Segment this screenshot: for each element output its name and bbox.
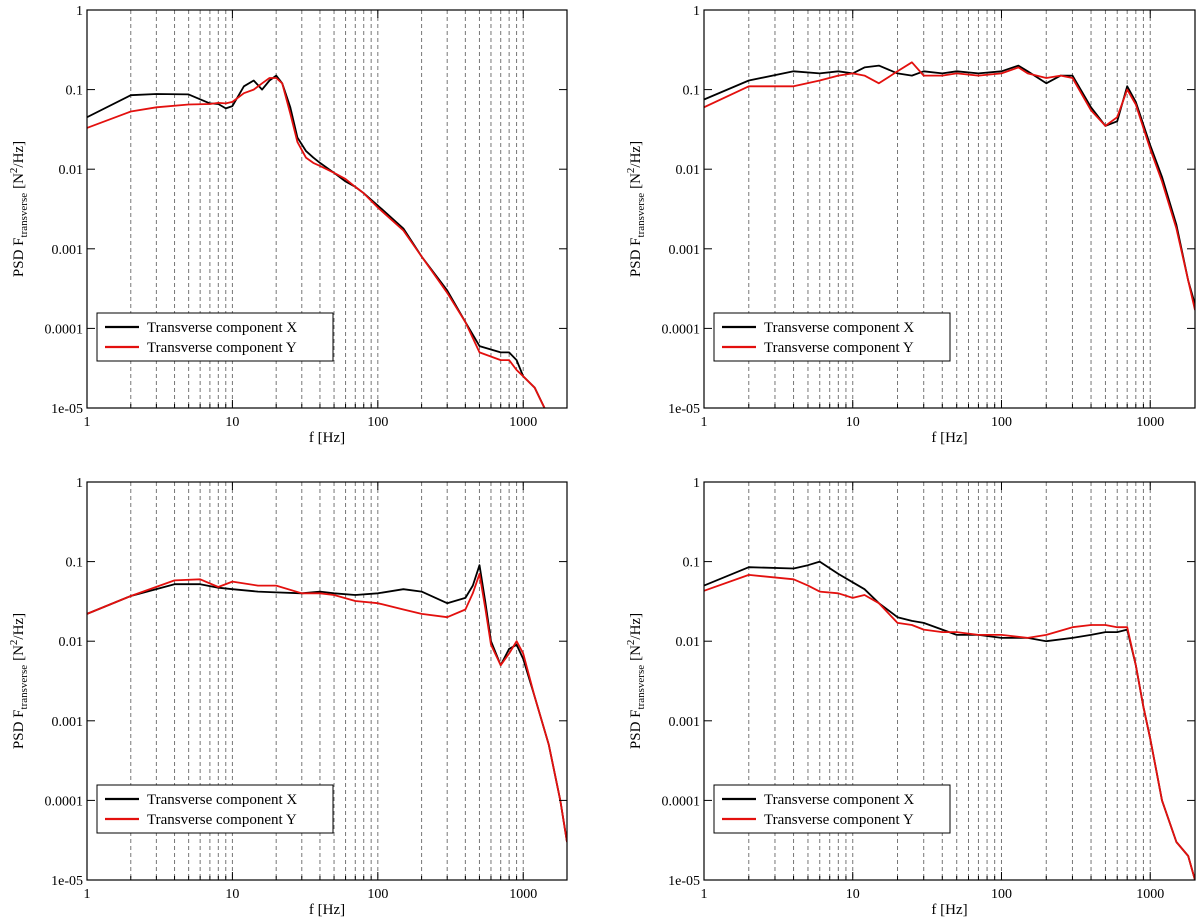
x-axis-label: f [Hz] — [309, 902, 345, 918]
y-tick-label: 1e-05 — [668, 874, 700, 889]
x-tick-label: 1 — [701, 887, 708, 902]
x-tick-label: 1000 — [509, 415, 537, 430]
y-axis-label: PSD Ftransverse[N2/Hz] — [8, 613, 30, 749]
panel-2: 1 10 100 1000 1e-05 0.0001 0.001 0.01 0.1 1 f [Hz]… — [625, 4, 1196, 446]
panel-4: 1 10 100 1000 1e-05 0.0001 0.001 0.01 0.1 1 f [Hz]… — [625, 476, 1196, 918]
legend-label-x: Transverse component X — [147, 792, 297, 808]
legend-box — [96, 784, 334, 834]
y-tick-label: 0.01 — [59, 163, 84, 178]
x-axis-label: f [Hz] — [931, 430, 967, 446]
y-tick-label: 1 — [76, 476, 83, 491]
y-axis-label: PSD Ftransverse[N2/Hz] — [625, 141, 647, 277]
x-tick-label: 100 — [367, 887, 388, 902]
legend-label-y: Transverse component Y — [147, 812, 297, 828]
plot-frame — [86, 9, 568, 409]
x-tick-label: 1 — [84, 415, 91, 430]
panel-3: 1 10 100 1000 1e-05 0.0001 0.001 0.01 0.1 1 f [Hz]… — [8, 476, 568, 918]
plot-frame — [703, 481, 1196, 881]
y-tick-label: 1 — [693, 476, 700, 491]
y-tick-label: 0.1 — [683, 84, 701, 99]
y-tick-label: 0.0001 — [45, 794, 84, 809]
y-tick-label: 0.01 — [676, 635, 701, 650]
y-tick-label: 1e-05 — [51, 402, 83, 417]
x-tick-label: 10 — [846, 887, 860, 902]
y-tick-label: 1e-05 — [668, 402, 700, 417]
series-y-line — [87, 573, 567, 843]
y-tick-label: 0.1 — [66, 84, 84, 99]
series-y-line — [704, 574, 1195, 880]
y-tick-label: 0.0001 — [45, 322, 84, 337]
x-tick-label: 100 — [991, 415, 1012, 430]
legend: Transverse component X Transverse compone… — [96, 312, 334, 362]
x-axis-label: f [Hz] — [309, 430, 345, 446]
y-tick-label: 1 — [76, 4, 83, 19]
legend-box — [96, 312, 334, 362]
panel-1: 1 10 100 1000 1e-05 0.0001 0.001 0.01 0.1 1 f [Hz]… — [8, 4, 568, 446]
y-tick-label: 1 — [693, 4, 700, 19]
legend-box — [713, 312, 951, 362]
x-tick-label: 1 — [84, 887, 91, 902]
legend-label-x: Transverse component X — [147, 320, 297, 336]
x-tick-label: 10 — [846, 415, 860, 430]
y-tick-label: 0.001 — [669, 715, 701, 730]
x-tick-label: 100 — [367, 415, 388, 430]
y-axis-label: PSD Ftransverse[N2/Hz] — [8, 141, 30, 277]
plot-frame — [703, 9, 1196, 409]
x-tick-label: 1 — [701, 415, 708, 430]
legend-label-x: Transverse component X — [764, 320, 914, 336]
y-tick-label: 0.0001 — [662, 794, 701, 809]
y-tick-label: 0.1 — [683, 556, 701, 571]
legend-label-y: Transverse component Y — [764, 812, 914, 828]
legend: Transverse component X Transverse compone… — [713, 312, 951, 362]
x-tick-label: 1000 — [1136, 415, 1164, 430]
y-tick-label: 0.01 — [59, 635, 84, 650]
y-tick-label: 0.01 — [676, 163, 701, 178]
legend: Transverse component X Transverse compone… — [713, 784, 951, 834]
legend-box — [713, 784, 951, 834]
y-tick-label: 0.001 — [669, 243, 701, 258]
series-x-line — [87, 74, 546, 408]
y-tick-label: 0.1 — [66, 556, 84, 571]
plot-frame — [86, 481, 568, 881]
legend: Transverse component X Transverse compone… — [96, 784, 334, 834]
legend-label-y: Transverse component Y — [147, 340, 297, 356]
x-tick-label: 1000 — [1136, 887, 1164, 902]
x-axis-label: f [Hz] — [931, 902, 967, 918]
series-y-line — [87, 77, 546, 408]
grid-lines — [130, 10, 524, 408]
series-y-line — [704, 61, 1195, 311]
legend-label-x: Transverse component X — [764, 792, 914, 808]
y-tick-label: 0.001 — [52, 243, 84, 258]
y-tick-label: 0.001 — [52, 715, 84, 730]
x-tick-label: 100 — [991, 887, 1012, 902]
series-x-line — [87, 564, 567, 843]
x-tick-label: 10 — [225, 415, 239, 430]
y-tick-label: 1e-05 — [51, 874, 83, 889]
y-axis-label: PSD Ftransverse[N2/Hz] — [625, 613, 647, 749]
x-tick-label: 1000 — [509, 887, 537, 902]
series-x-line — [704, 64, 1195, 305]
y-tick-label: 0.0001 — [662, 322, 701, 337]
legend-label-y: Transverse component Y — [764, 340, 914, 356]
x-tick-label: 10 — [225, 887, 239, 902]
